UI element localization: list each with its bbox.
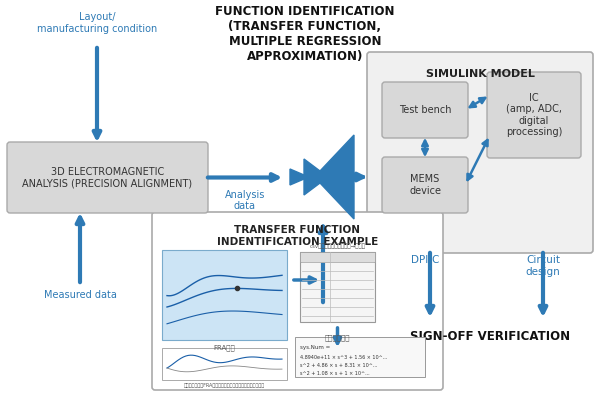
- Text: 3D ELECTROMAGNETIC
ANALYSIS (PRECISION ALIGNMENT): 3D ELECTROMAGNETIC ANALYSIS (PRECISION A…: [22, 167, 192, 188]
- Text: sys.Num =: sys.Num =: [300, 345, 330, 350]
- Text: DPI-C: DPI-C: [411, 255, 439, 265]
- Text: SIGN-OFF VERIFICATION: SIGN-OFF VERIFICATION: [410, 330, 570, 343]
- Text: MEMS
device: MEMS device: [409, 174, 441, 196]
- FancyBboxPatch shape: [7, 142, 208, 213]
- Text: FRA結果: FRA結果: [214, 344, 235, 350]
- Text: IC
(amp, ADC,
digital
processing): IC (amp, ADC, digital processing): [506, 93, 562, 137]
- Text: FUNCTION IDENTIFICATION
(TRANSFER FUNCTION,
MULTIPLE REGRESSION
APPROXIMATION): FUNCTION IDENTIFICATION (TRANSFER FUNCTI…: [215, 5, 395, 63]
- Text: 4.8940e+11 × s^3 + 1.56 × 10^...: 4.8940e+11 × s^3 + 1.56 × 10^...: [300, 355, 387, 360]
- Text: 推定伝達関数: 推定伝達関数: [325, 334, 350, 341]
- Text: 推定結果（用　FRAデータ・系統　推定伝達関数誤差特性）: 推定結果（用 FRAデータ・系統 推定伝達関数誤差特性）: [184, 383, 265, 388]
- FancyBboxPatch shape: [382, 157, 468, 213]
- Text: Circuit
design: Circuit design: [526, 255, 561, 276]
- Text: s^2 + 4.86 × s + 8.31 × 10^...: s^2 + 4.86 × s + 8.31 × 10^...: [300, 363, 377, 368]
- Text: Analysis
data: Analysis data: [225, 190, 265, 211]
- FancyBboxPatch shape: [367, 52, 593, 253]
- FancyBboxPatch shape: [382, 82, 468, 138]
- Text: TRANSFER FUNCTION
INDENTIFICATION EXAMPLE: TRANSFER FUNCTION INDENTIFICATION EXAMPL…: [217, 225, 378, 247]
- Text: csv（規定値）形式データ→モデル: csv（規定値）形式データ→モデル: [310, 244, 365, 249]
- Text: Layout/
manufacturing condition: Layout/ manufacturing condition: [37, 12, 157, 34]
- Text: SIMULINK MODEL: SIMULINK MODEL: [425, 69, 534, 79]
- FancyBboxPatch shape: [152, 212, 443, 390]
- Polygon shape: [320, 135, 354, 219]
- Polygon shape: [290, 169, 304, 185]
- FancyBboxPatch shape: [300, 252, 375, 322]
- FancyBboxPatch shape: [300, 252, 375, 262]
- Text: s^2 + 1.08 × s + 1 × 10^...: s^2 + 1.08 × s + 1 × 10^...: [300, 371, 370, 376]
- FancyBboxPatch shape: [487, 72, 581, 158]
- Text: Test bench: Test bench: [399, 105, 451, 115]
- Polygon shape: [304, 159, 320, 195]
- FancyBboxPatch shape: [162, 348, 287, 380]
- FancyBboxPatch shape: [162, 250, 287, 340]
- Text: Measured data: Measured data: [44, 290, 116, 300]
- FancyBboxPatch shape: [295, 337, 425, 377]
